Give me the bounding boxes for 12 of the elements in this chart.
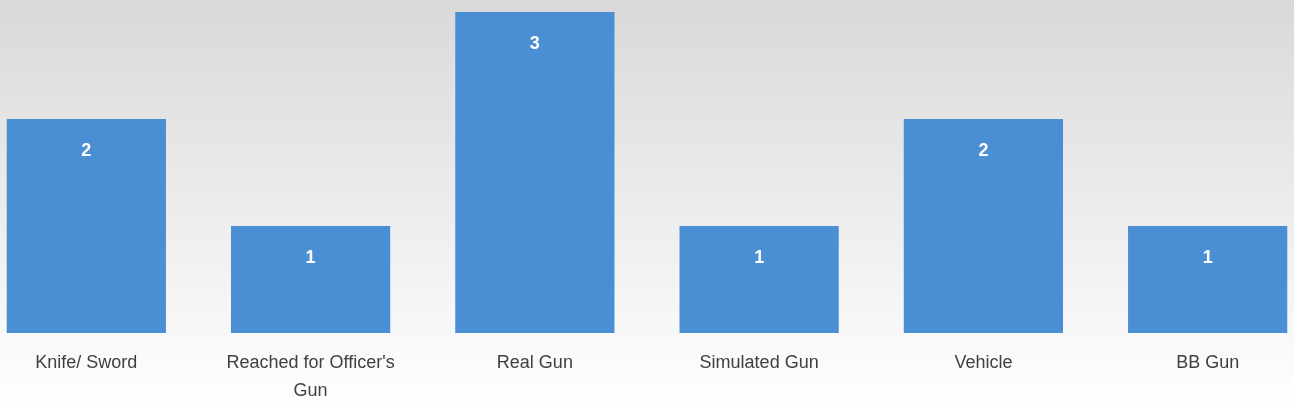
data-label: 3 [529,33,540,53]
x-tick-label: Simulated Gun [699,351,819,372]
data-label: 1 [1202,247,1213,267]
data-label: 2 [978,140,989,160]
x-tick-label: Knife/ Sword [35,351,138,372]
data-label: 1 [754,247,765,267]
x-tick-label: Real Gun [496,351,573,372]
data-label: 2 [81,140,92,160]
x-tick-label: BB Gun [1176,351,1240,372]
data-label: 1 [305,247,316,267]
x-tick-label: Reached for Officer's Gun [226,351,395,400]
x-tick-label: Vehicle [954,351,1013,372]
